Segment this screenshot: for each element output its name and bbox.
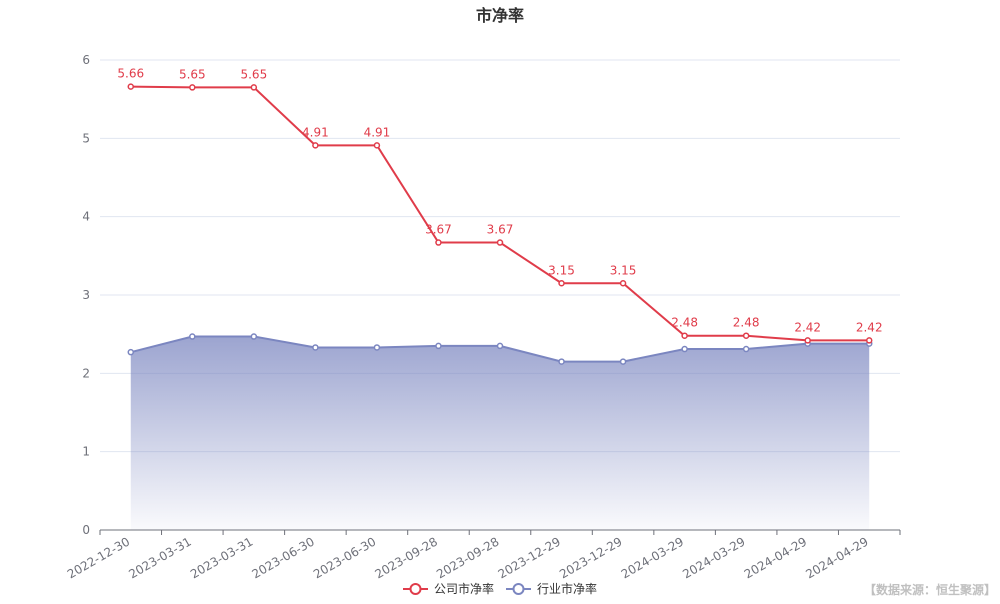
company-data-point[interactable] [189,84,196,91]
industry-data-point[interactable] [373,344,381,351]
y-tick-label: 5 [82,131,90,145]
legend-label: 公司市净率 [434,581,494,596]
data-label: 5.65 [240,67,267,81]
y-tick-label: 0 [82,523,90,537]
x-tick-label: 2024-03-29 [680,534,747,581]
data-label: 5.66 [117,67,144,81]
legend-label: 行业市净率 [537,581,597,596]
y-tick-label: 3 [82,288,90,302]
x-tick-label: 2024-04-29 [803,534,870,581]
data-label: 3.67 [487,223,514,237]
company-data-point[interactable] [127,83,135,90]
company-series-line [130,85,870,342]
legend-item-company[interactable]: 公司市净率 [403,581,494,596]
industry-data-point[interactable] [189,333,196,340]
data-label: 2.48 [671,316,698,330]
industry-data-point[interactable] [127,348,135,356]
source-note: 【数据来源：恒生聚源】 [864,582,996,597]
data-labels: 5.66 5.65 5.65 4.91 4.91 3.67 3.67 3.15 3.15 2.48… [117,67,882,335]
x-tick-label: 2023-12-29 [496,534,563,581]
data-label: 3.15 [548,263,575,277]
industry-data-point[interactable] [496,342,504,350]
x-tick-label: 2023-03-31 [188,534,255,581]
x-axis: 2022-12-302023-03-312023-03-312023-06-30… [65,529,901,581]
x-tick-label: 2024-04-29 [742,534,809,581]
x-tick-label: 2023-03-31 [126,534,193,581]
y-axis: 0 1 2 3 4 5 6 [82,53,90,537]
industry-data-point[interactable] [435,342,442,350]
company-data-point[interactable] [250,84,258,91]
x-tick-label: 2023-06-30 [249,534,316,581]
data-label: 2.42 [794,320,821,334]
x-tick-label: 2023-09-28 [373,534,440,581]
company-data-point[interactable] [681,332,688,339]
series-layer [127,83,873,530]
industry-area-fill [130,336,870,530]
company-data-point[interactable] [742,332,750,339]
company-data-point[interactable] [619,280,627,287]
chart-title: 市净率 [476,6,524,25]
data-label: 4.91 [302,125,329,139]
legend-item-industry[interactable]: 行业市净率 [506,581,597,596]
industry-data-point[interactable] [681,345,688,353]
x-tick-label: 2024-03-29 [619,534,686,581]
data-label: 3.67 [425,223,452,237]
y-tick-label: 6 [82,53,90,67]
x-tick-label: 2023-12-29 [557,534,624,581]
industry-data-point[interactable] [742,345,750,353]
legend-marker-icon [409,583,422,595]
company-data-point[interactable] [373,142,381,149]
industry-data-point[interactable] [250,333,258,340]
data-label: 3.15 [610,263,637,277]
industry-data-point[interactable] [619,358,627,365]
industry-data-point[interactable] [558,358,565,365]
data-label: 2.42 [856,320,883,334]
data-label: 5.65 [179,67,206,81]
data-label: 2.48 [733,316,760,330]
x-tick-label: 2023-09-28 [434,534,501,581]
data-label: 4.91 [364,125,391,139]
y-tick-label: 2 [82,366,90,380]
company-data-point[interactable] [804,337,811,344]
company-data-point[interactable] [496,239,504,246]
company-data-point[interactable] [435,239,442,246]
company-data-point[interactable] [312,142,319,149]
company-data-point[interactable] [865,337,873,344]
legend-marker-icon [512,583,525,595]
y-tick-label: 4 [82,210,90,224]
x-tick-label: 2022-12-30 [65,534,132,581]
industry-data-point[interactable] [312,344,319,351]
legend: 公司市净率 行业市净率 [403,581,597,596]
company-data-point[interactable] [558,280,565,287]
x-tick-label: 2023-06-30 [311,534,378,581]
y-tick-label: 1 [82,445,90,459]
